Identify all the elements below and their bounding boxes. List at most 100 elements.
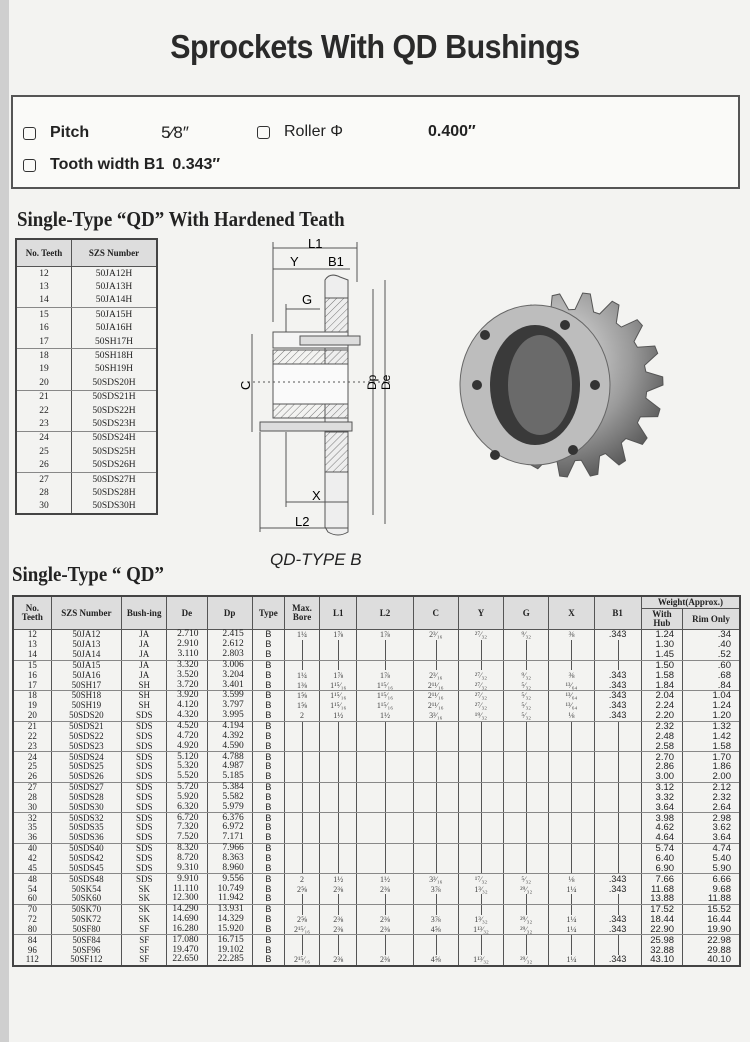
weight-rim-only: 2.00 bbox=[682, 771, 740, 783]
b1 bbox=[593, 782, 642, 793]
de: 16.280 bbox=[166, 924, 208, 936]
b1: .343 bbox=[593, 629, 642, 640]
l1 bbox=[319, 771, 357, 783]
l1 bbox=[319, 761, 357, 772]
col-header: X bbox=[548, 595, 595, 630]
l2 bbox=[356, 802, 414, 814]
page-title: Sprockets With QD Bushings bbox=[170, 28, 580, 65]
teeth-count: 17 bbox=[12, 680, 52, 692]
y bbox=[457, 771, 504, 783]
table-row: 35 50SDS35 SDS 7.320 6.972 B 4.62 3.62 bbox=[12, 823, 740, 833]
weight-rim-only: 2.64 bbox=[682, 802, 740, 814]
table-row: 12 50JA12H bbox=[15, 266, 157, 281]
l2 bbox=[356, 782, 414, 793]
x: ¹³⁄₆₄ bbox=[548, 680, 595, 692]
type: B bbox=[251, 904, 285, 915]
dp: 4.392 bbox=[206, 731, 253, 742]
l2: 1¹⁵⁄₁₆ bbox=[356, 680, 414, 692]
bushing: SK bbox=[121, 915, 167, 925]
bushing: SDS bbox=[121, 751, 167, 762]
teeth-count: 13 bbox=[12, 640, 52, 650]
teeth-count: 12 bbox=[12, 629, 52, 640]
bushing: SK bbox=[121, 884, 167, 894]
de: 17.080 bbox=[166, 934, 208, 946]
table-row: 23 50SDS23 SDS 4.920 4.590 B 2.58 1.58 bbox=[12, 741, 740, 753]
x: ⅛ bbox=[548, 873, 595, 885]
c bbox=[412, 832, 459, 844]
g: ⁵⁄₃₂ bbox=[503, 710, 549, 722]
szs-number: 50SK70 bbox=[50, 904, 122, 915]
de: 4.520 bbox=[166, 721, 208, 732]
col-header: With Hub bbox=[640, 608, 684, 630]
teeth-count: 96 bbox=[12, 945, 52, 955]
l2: 2⅜ bbox=[356, 924, 414, 936]
c bbox=[412, 945, 459, 955]
c bbox=[412, 843, 459, 854]
y bbox=[457, 731, 504, 742]
dp: 3.599 bbox=[206, 690, 253, 701]
dp: 22.285 bbox=[206, 955, 253, 966]
max-bore: 1⅝ bbox=[283, 690, 320, 701]
x bbox=[548, 812, 595, 824]
dp: 3.797 bbox=[206, 701, 253, 711]
bushing: SDS bbox=[121, 762, 167, 772]
table-row: 20 50SDS20H bbox=[15, 376, 157, 391]
weight-rim-only: 5.90 bbox=[682, 863, 740, 875]
dp: 16.715 bbox=[206, 934, 253, 946]
de: 3.320 bbox=[166, 660, 208, 671]
b1: .343 bbox=[593, 955, 642, 966]
table-row: 26 50SDS26H bbox=[15, 458, 157, 473]
teeth-count: 24 bbox=[12, 751, 52, 762]
g: ²⁹⁄₃₂ bbox=[503, 955, 549, 966]
szs-number: 50JA15H bbox=[71, 307, 157, 322]
szs-number: 50SH17H bbox=[71, 334, 157, 350]
szs-number: 50SDS45 bbox=[50, 863, 122, 875]
col-header: G bbox=[503, 595, 550, 630]
g: ⁹⁄₃₂ bbox=[503, 629, 549, 640]
g: ⁵⁄₃₂ bbox=[503, 680, 549, 692]
table-row: 26 50SDS26 SDS 5.520 5.185 B 3.00 2.00 bbox=[12, 771, 740, 783]
de: 14.290 bbox=[166, 904, 208, 915]
spec-roller: Roller Φ bbox=[257, 123, 343, 141]
l1: 1⅞ bbox=[319, 670, 357, 681]
dp: 5.185 bbox=[206, 771, 253, 783]
b1: .343 bbox=[593, 924, 642, 936]
type: B bbox=[251, 701, 285, 711]
bushing: JA bbox=[121, 670, 167, 681]
g bbox=[503, 945, 549, 955]
l1 bbox=[319, 832, 357, 844]
szs-number: 50SDS26 bbox=[50, 772, 122, 783]
teeth-count: 16 bbox=[15, 321, 72, 335]
teeth-count: 15 bbox=[12, 660, 52, 671]
teeth-count: 22 bbox=[12, 731, 52, 742]
label-c: C bbox=[240, 381, 253, 390]
table-row: 42 50SDS42 SDS 8.720 8.363 B 6.40 5.40 bbox=[12, 853, 740, 864]
b1: .343 bbox=[593, 873, 642, 885]
de: 6.720 bbox=[166, 812, 208, 824]
x bbox=[548, 802, 595, 814]
x: ¹³⁄₆₄ bbox=[548, 690, 595, 701]
teeth-count: 19 bbox=[12, 701, 52, 711]
b1: .343 bbox=[593, 711, 642, 722]
y bbox=[457, 823, 504, 833]
szs-number: 50JA16H bbox=[71, 321, 157, 335]
weight-rim-only: 1.58 bbox=[682, 741, 740, 753]
b1 bbox=[593, 649, 642, 661]
bushing: SDS bbox=[121, 812, 167, 824]
l2: 2⅜ bbox=[356, 884, 414, 894]
label-y: Y bbox=[290, 254, 299, 269]
b1 bbox=[593, 771, 642, 783]
type: B bbox=[251, 629, 285, 640]
l1 bbox=[319, 782, 357, 793]
col-header: SZS Number bbox=[50, 595, 123, 630]
weight-with-hub: 32.88 bbox=[640, 945, 683, 955]
x bbox=[548, 853, 595, 864]
szs-number: 50SDS24H bbox=[71, 431, 157, 446]
dp: 2.415 bbox=[206, 629, 253, 640]
x: 1¼ bbox=[548, 955, 595, 966]
l1 bbox=[319, 731, 357, 742]
x bbox=[548, 660, 595, 671]
type: B bbox=[251, 802, 285, 814]
y bbox=[457, 904, 504, 915]
weight-rim-only: 6.66 bbox=[682, 873, 740, 885]
